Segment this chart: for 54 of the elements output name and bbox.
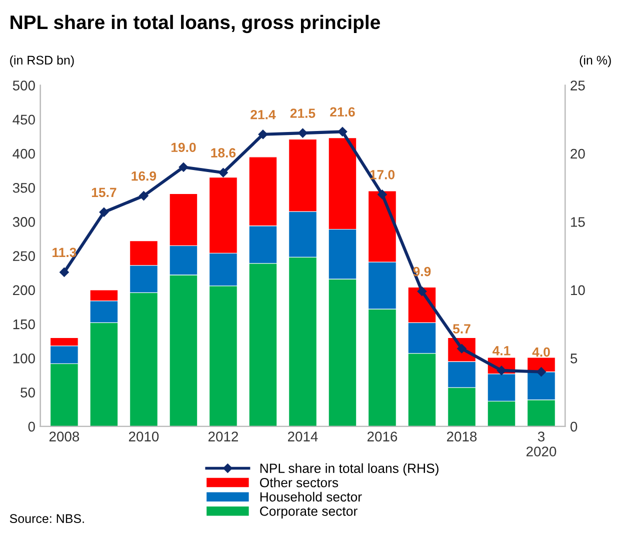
y-tick-label: 0 (28, 422, 35, 432)
data-label: 4.1 (492, 346, 510, 356)
y2-tick-label: 20 (570, 148, 585, 159)
y-tick-label: 50 (20, 388, 35, 398)
legend-label: Corporate sector (260, 506, 358, 518)
y-tick-label: 250 (13, 251, 35, 262)
data-label: 19.0 (171, 142, 196, 152)
legend-label: NPL share in total loans (RHS) (260, 463, 438, 476)
point (60, 268, 69, 277)
y-tick-label: 200 (13, 285, 35, 296)
y-tick-label: 450 (12, 114, 35, 125)
data-label: 4.0 (532, 347, 550, 357)
x-tick-label: 3 2020 (526, 432, 556, 456)
x-tick-label: 2008 (49, 432, 80, 442)
data-label: 5.7 (452, 324, 470, 334)
point (338, 127, 348, 136)
point (218, 168, 228, 178)
y-axis-title: (in RSD bn) (10, 55, 74, 68)
y2-tick-label: 5 (570, 354, 578, 364)
point (536, 367, 546, 376)
data-label: 21.5 (290, 108, 316, 118)
legend-label: Other sectors (260, 478, 338, 488)
data-label: 11.3 (52, 248, 76, 258)
x-tick-label: 2012 (208, 432, 238, 442)
point (139, 191, 148, 200)
point (417, 286, 427, 296)
point (378, 190, 387, 200)
y2-tick-label: 0 (570, 422, 578, 432)
y2-tick-label: 25 (570, 80, 585, 90)
y2-axis-title: (in %) (580, 55, 611, 68)
data-label: 18.6 (211, 148, 236, 158)
y-tick-label: 400 (12, 148, 35, 159)
y-tick-label: 150 (13, 319, 35, 330)
y-tick-label: 100 (13, 354, 35, 364)
y-tick-label: 300 (12, 217, 35, 227)
data-label: 21.6 (330, 107, 355, 117)
point (178, 162, 188, 172)
data-label: 15.7 (92, 188, 116, 198)
x-tick-label: 2014 (288, 432, 318, 442)
chart-title: NPL share in total loans, gross principle (10, 14, 380, 34)
point (258, 130, 268, 140)
x-tick-label: 2010 (128, 432, 159, 442)
legend-label: Household sector (260, 492, 362, 502)
y2-tick-label: 15 (571, 217, 585, 227)
point (99, 208, 109, 217)
source-note: Source: NBS. (10, 514, 84, 524)
data-label: 16.9 (132, 171, 156, 181)
point (298, 128, 308, 138)
x-tick-label: 2016 (367, 432, 398, 442)
y-tick-label: 350 (12, 182, 35, 193)
y2-tick-label: 10 (571, 285, 585, 296)
data-label: 21.4 (250, 110, 276, 120)
y-tick-label: 500 (12, 80, 35, 90)
x-tick-label: 2018 (447, 432, 477, 442)
